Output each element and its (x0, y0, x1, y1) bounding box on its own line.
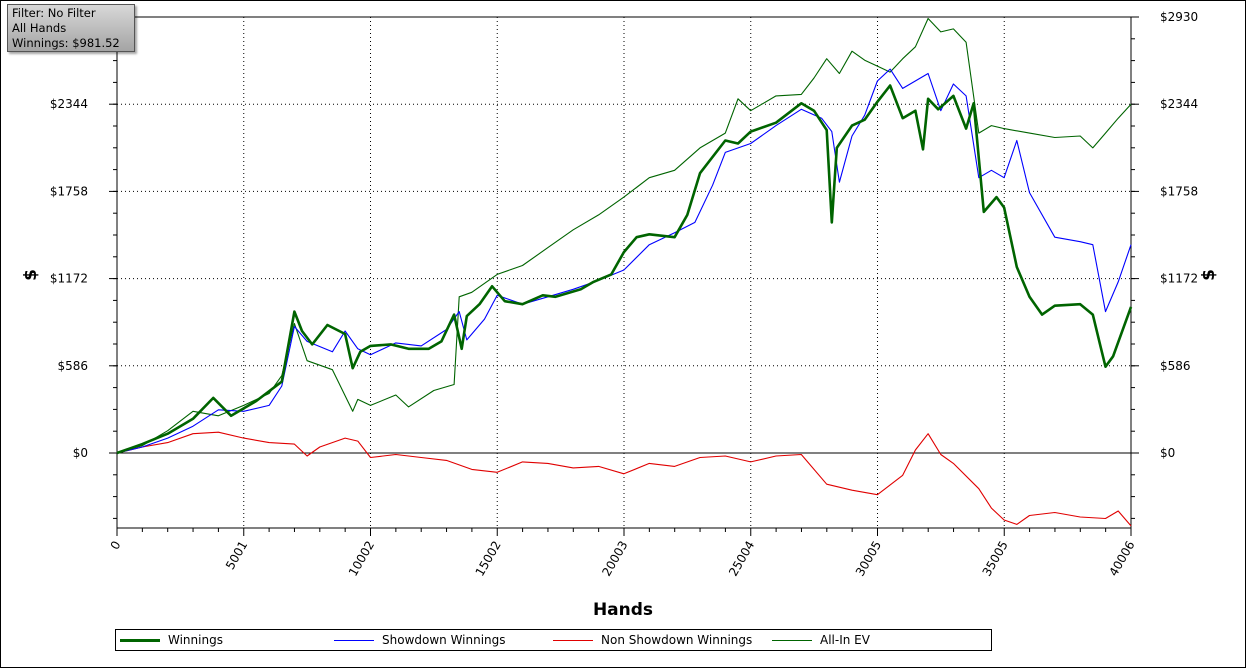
y-axis-title-left: $ (21, 269, 41, 281)
series-group (116, 17, 1133, 527)
y-tick-label-right: $586 (1160, 359, 1191, 373)
series-line-showdown-winnings (116, 68, 1132, 454)
y-tick-label-right: $0 (1160, 446, 1175, 460)
x-tick-label: 25004 (726, 539, 757, 579)
plot-area (116, 16, 1132, 529)
info-box: Filter: No Filter All Hands Winnings: $9… (7, 4, 135, 52)
y-tick-label-left: $0 (73, 446, 88, 460)
y-tick-label-right: $1758 (1160, 184, 1198, 198)
winnings-text: Winnings: $981.52 (12, 36, 120, 50)
y-tick-label-right: $2930 (1160, 10, 1198, 24)
legend: Winnings Showdown Winnings Non Showdown … (115, 629, 992, 651)
legend-swatch-non-showdown (553, 639, 593, 641)
x-axis-title: Hands (593, 600, 653, 620)
legend-swatch-winnings (120, 638, 160, 642)
legend-item-allin-ev: All-In EV (772, 630, 870, 650)
legend-swatch-showdown (334, 639, 374, 641)
y-tick-label-left: $1172 (50, 272, 88, 286)
y-axis-title-right: $ (1199, 269, 1219, 281)
x-tick-label: 40006 (1106, 539, 1137, 579)
legend-label-non-showdown: Non Showdown Winnings (601, 633, 753, 647)
series-line-non-showdown-winnings (116, 431, 1132, 527)
x-tick-label: 30005 (853, 539, 884, 579)
hands-text: All Hands (12, 21, 67, 35)
x-tick-label: 5001 (223, 539, 250, 572)
y-tick-label-left: $1758 (50, 184, 88, 198)
filter-text: Filter: No Filter (12, 6, 96, 20)
y-tick-label-left: $586 (57, 359, 88, 373)
y-tick-label-right: $1172 (1160, 272, 1198, 286)
x-tick-label: 35005 (980, 539, 1011, 579)
legend-label-winnings: Winnings (168, 633, 223, 647)
series-line-winnings (116, 84, 1133, 455)
legend-swatch-allin-ev (772, 639, 812, 641)
y-tick-label-left: $2344 (50, 97, 88, 111)
x-tick-label: 15002 (473, 539, 504, 579)
legend-label-allin-ev: All-In EV (820, 633, 870, 647)
y-tick-label-right: $2344 (1160, 97, 1198, 111)
legend-item-non-showdown: Non Showdown Winnings (553, 630, 752, 650)
x-tick-label: 0 (108, 539, 124, 553)
x-tick-label: 10002 (346, 539, 377, 579)
legend-label-showdown: Showdown Winnings (382, 633, 506, 647)
legend-item-showdown: Showdown Winnings (334, 630, 506, 650)
legend-item-winnings: Winnings (120, 630, 223, 650)
x-tick-label: 20003 (599, 539, 630, 579)
